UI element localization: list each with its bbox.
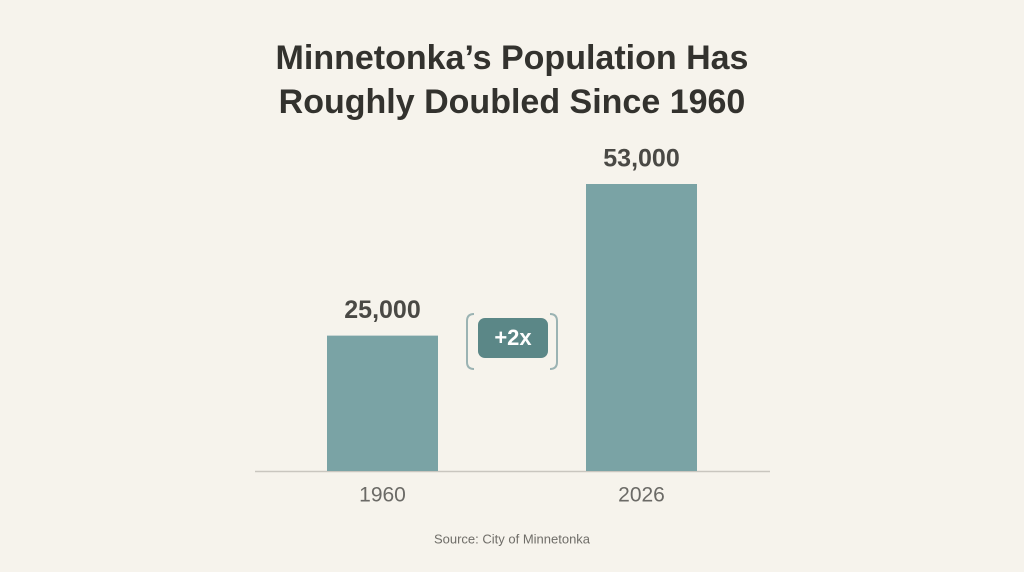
bracket-left	[466, 313, 475, 370]
annotation: +2x	[494, 325, 532, 350]
x-tick-label: 2026	[618, 484, 665, 507]
annotation-badge	[478, 318, 548, 358]
chart-title: Minnetonka’s Population Has Roughly Doub…	[275, 39, 749, 121]
bracket-right	[549, 313, 558, 370]
value-label: 25,000	[344, 296, 420, 324]
bar	[586, 184, 697, 471]
value-label: 53,000	[603, 145, 679, 173]
bar	[327, 335, 438, 471]
source: Source: City of Minnetonka	[434, 531, 591, 546]
x-tick-label: 1960	[359, 484, 406, 507]
